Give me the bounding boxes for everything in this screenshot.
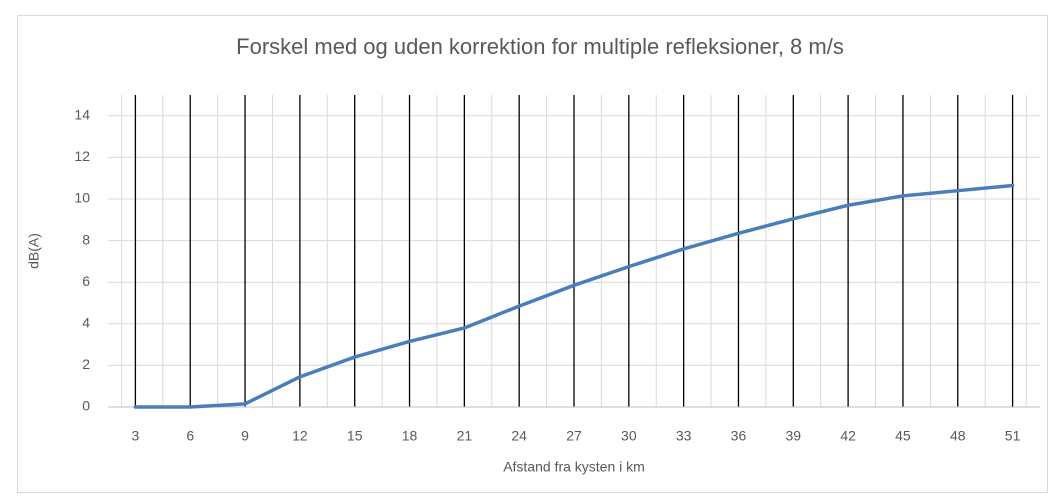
x-tick-label: 36 — [731, 428, 747, 444]
x-tick-label: 48 — [950, 428, 966, 444]
y-tick-label: 14 — [74, 107, 90, 123]
y-tick-label: 12 — [74, 148, 90, 164]
y-axis-label: dB(A) — [26, 233, 42, 269]
x-tick-label: 9 — [241, 428, 249, 444]
x-tick-label: 18 — [402, 428, 418, 444]
y-tick-label: 8 — [82, 231, 90, 247]
y-tick-label: 10 — [74, 190, 90, 206]
chart-title: Forskel med og uden korrektion for multi… — [236, 34, 844, 59]
y-tick-label: 4 — [82, 315, 90, 331]
x-tick-label: 15 — [347, 428, 363, 444]
x-tick-label: 42 — [840, 428, 856, 444]
x-tick-label: 3 — [132, 428, 140, 444]
y-tick-label: 2 — [82, 356, 90, 372]
x-tick-label: 21 — [457, 428, 473, 444]
x-tick-label: 39 — [786, 428, 802, 444]
x-axis-label: Afstand fra kysten i km — [503, 459, 645, 475]
x-tick-label: 33 — [676, 428, 692, 444]
chart-border — [17, 15, 1048, 493]
y-tick-label: 0 — [82, 398, 90, 414]
x-tick-label: 27 — [566, 428, 582, 444]
data-line — [133, 183, 1015, 409]
x-tick-label: 12 — [292, 428, 308, 444]
x-tick-label: 24 — [511, 428, 527, 444]
y-tick-label: 6 — [82, 273, 90, 289]
x-tick-label: 6 — [186, 428, 194, 444]
x-tick-label: 45 — [895, 428, 911, 444]
x-tick-label: 30 — [621, 428, 637, 444]
x-tick-label: 51 — [1005, 428, 1021, 444]
